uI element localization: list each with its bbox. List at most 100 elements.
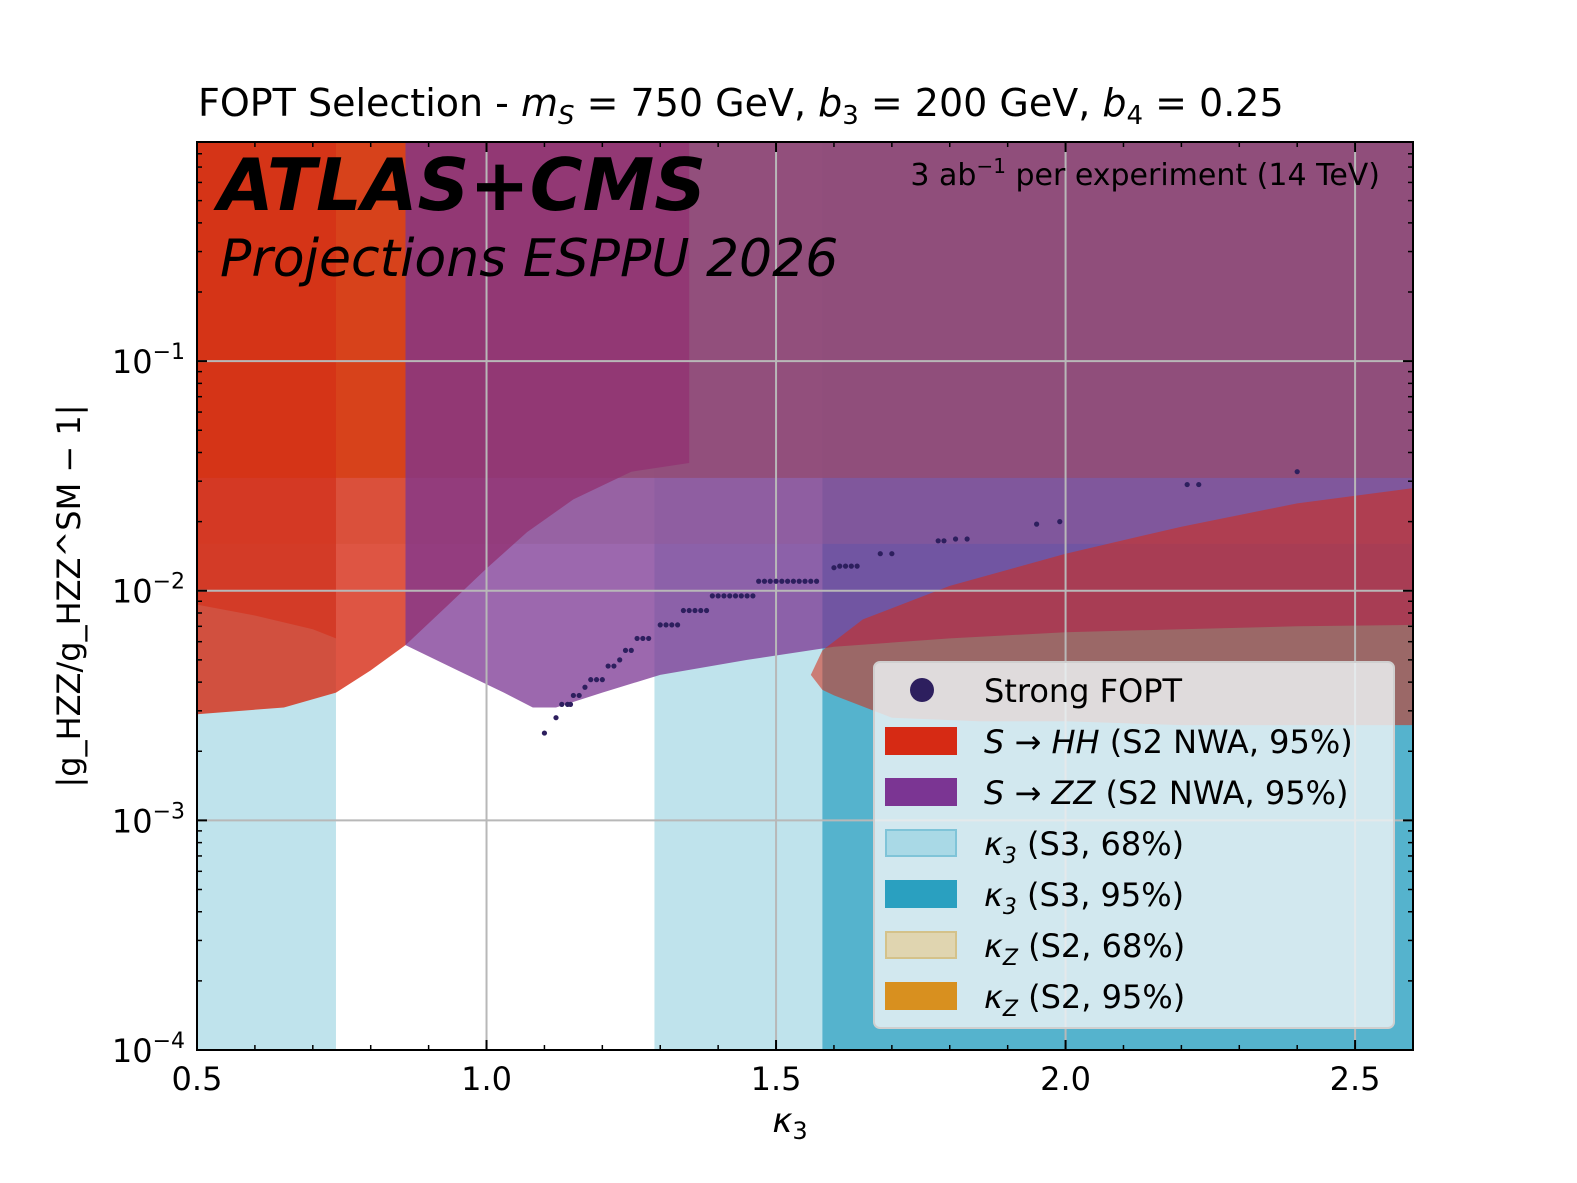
data-point-strong-fopt — [808, 578, 814, 584]
legend-label: S → ZZ (S2 NWA, 95%) — [984, 774, 1348, 812]
data-point-strong-fopt — [698, 607, 704, 614]
data-point-strong-fopt — [727, 593, 733, 599]
data-point-strong-fopt — [767, 578, 773, 584]
data-point-strong-fopt — [715, 593, 721, 599]
data-point-strong-fopt — [657, 622, 663, 628]
data-point-strong-fopt — [686, 607, 692, 614]
x-tick-label: 2.0 — [1040, 1060, 1091, 1098]
data-point-strong-fopt — [628, 647, 634, 653]
y-axis-label: |g_HZZ/g_HZZ^SM − 1| — [50, 404, 88, 787]
data-point-strong-fopt — [854, 563, 860, 569]
data-point-strong-fopt — [744, 593, 750, 599]
legend-item-s-to-zz: S → ZZ (S2 NWA, 95%) — [885, 774, 1348, 812]
legend: Strong FOPT S → HH (S2 NWA, 95%) S → ZZ (S… — [873, 661, 1395, 1029]
data-point-strong-fopt — [732, 593, 739, 599]
legend-item-kappaz-95: κZ (S2, 95%) — [885, 978, 1185, 1022]
x-tick-label: 0.5 — [172, 1060, 223, 1098]
data-point-strong-fopt — [785, 578, 791, 584]
y-tick-label: 10−3 — [112, 799, 185, 840]
data-point-strong-fopt — [622, 647, 629, 653]
data-point-strong-fopt — [756, 578, 762, 584]
data-point-strong-fopt — [1184, 481, 1190, 488]
data-point-strong-fopt — [553, 715, 559, 721]
data-point-strong-fopt — [889, 551, 895, 557]
data-point-strong-fopt — [877, 551, 883, 557]
data-point-strong-fopt — [1196, 481, 1202, 488]
legend-swatch — [885, 931, 957, 959]
data-point-strong-fopt — [567, 701, 574, 707]
data-point-strong-fopt — [738, 593, 744, 599]
data-point-strong-fopt — [663, 622, 669, 628]
legend-swatch — [885, 829, 957, 857]
data-point-strong-fopt — [964, 536, 970, 542]
legend-marker — [910, 678, 934, 702]
y-tick-label: 10−1 — [112, 340, 185, 381]
data-point-strong-fopt — [588, 677, 594, 683]
legend-label: κ3 (S3, 68%) — [984, 825, 1184, 869]
data-point-strong-fopt — [842, 563, 849, 569]
legend-item-kappa3-68: κ3 (S3, 68%) — [885, 825, 1184, 869]
data-point-strong-fopt — [611, 663, 617, 669]
data-point-strong-fopt — [541, 730, 548, 736]
data-point-strong-fopt — [634, 635, 640, 642]
data-point-strong-fopt — [802, 578, 808, 584]
data-point-strong-fopt — [703, 607, 710, 614]
data-point-strong-fopt — [813, 578, 820, 584]
data-point-strong-fopt — [593, 677, 600, 683]
x-tick-label: 1.5 — [751, 1060, 802, 1098]
legend-label: Strong FOPT — [984, 672, 1183, 710]
x-axis-label: κ3 — [772, 1101, 807, 1145]
legend-swatch — [885, 778, 957, 806]
data-point-strong-fopt — [831, 565, 837, 571]
legend-item-strong-fopt: Strong FOPT — [910, 672, 1183, 710]
chart-title: FOPT Selection - mS = 750 GeV, b3 = 200 … — [198, 81, 1284, 131]
data-point-strong-fopt — [761, 578, 768, 584]
data-point-strong-fopt — [1034, 521, 1040, 527]
legend-item-s-to-hh: S → HH (S2 NWA, 95%) — [885, 723, 1353, 761]
x-tick-label: 1.0 — [461, 1060, 512, 1098]
data-point-strong-fopt — [709, 593, 715, 599]
data-point-strong-fopt — [941, 538, 947, 544]
data-point-strong-fopt — [952, 536, 959, 542]
y-tick-label: 10−4 — [112, 1029, 185, 1070]
data-point-strong-fopt — [1057, 519, 1063, 525]
data-point-strong-fopt — [796, 578, 802, 584]
data-point-strong-fopt — [721, 593, 727, 599]
legend-item-kappaz-68: κZ (S2, 68%) — [885, 927, 1185, 971]
legend-label: S → HH (S2 NWA, 95%) — [984, 723, 1353, 761]
experiment-label: ATLAS+CMS — [213, 143, 706, 227]
data-point-strong-fopt — [750, 593, 756, 599]
data-point-strong-fopt — [640, 635, 646, 642]
luminosity-label: 3 ab−1 per experiment (14 TeV) — [910, 154, 1380, 193]
data-point-strong-fopt — [790, 578, 797, 584]
data-point-strong-fopt — [576, 692, 582, 699]
data-point-strong-fopt — [675, 622, 681, 628]
data-point-strong-fopt — [773, 578, 779, 584]
data-point-strong-fopt — [599, 677, 605, 683]
region-S-to-HH-excluded-secondary — [197, 142, 336, 639]
legend-swatch — [885, 880, 957, 908]
legend-swatch — [885, 727, 957, 755]
data-point-strong-fopt — [848, 563, 854, 569]
legend-label: κ3 (S3, 95%) — [984, 876, 1184, 920]
data-point-strong-fopt — [779, 578, 785, 584]
data-point-strong-fopt — [680, 607, 687, 614]
data-point-strong-fopt — [837, 563, 843, 569]
plot-frame — [196, 141, 1414, 1051]
y-tick-label: 10−2 — [112, 570, 185, 611]
data-point-strong-fopt — [692, 607, 698, 614]
legend-label: κZ (S2, 95%) — [984, 978, 1185, 1022]
legend-frame — [873, 661, 1395, 1029]
data-point-strong-fopt — [669, 622, 675, 628]
data-point-strong-fopt — [1294, 469, 1300, 475]
data-point-strong-fopt — [646, 635, 652, 642]
x-tick-label: 2.5 — [1330, 1060, 1381, 1098]
legend-label: κZ (S2, 68%) — [984, 927, 1185, 971]
projection-label: Projections ESPPU 2026 — [220, 229, 838, 289]
data-point-strong-fopt — [559, 701, 565, 707]
data-point-strong-fopt — [605, 663, 611, 669]
data-point-strong-fopt — [935, 538, 941, 544]
data-point-strong-fopt — [582, 684, 588, 690]
data-point-strong-fopt — [617, 657, 623, 663]
